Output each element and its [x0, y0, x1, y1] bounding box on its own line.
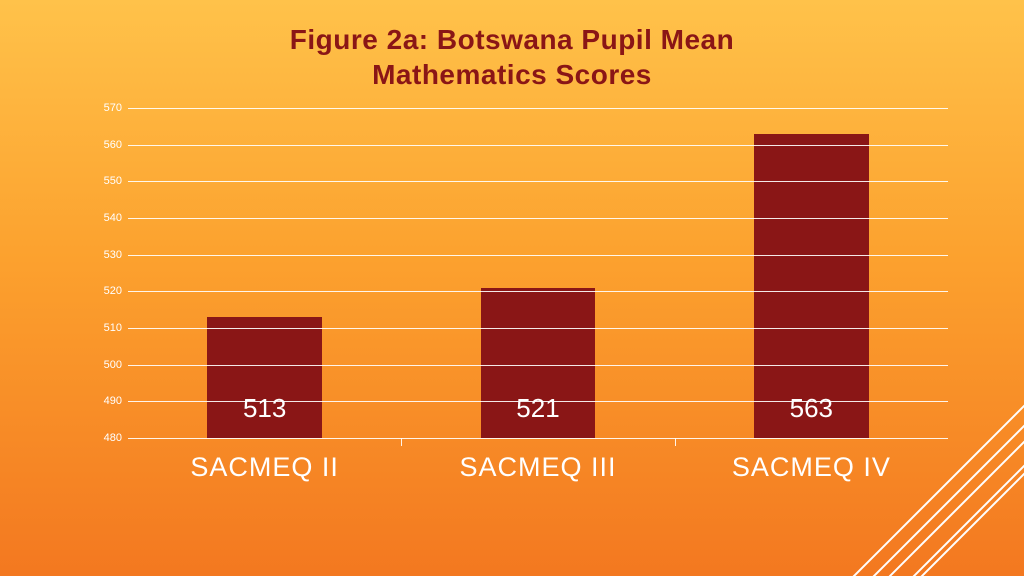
slide: Figure 2a: Botswana Pupil Mean Mathemati…: [0, 0, 1024, 576]
plot-area: 513521563 480490500510520530540550560570: [128, 108, 948, 438]
y-tick-label: 550: [104, 175, 122, 187]
y-tick-label: 570: [104, 102, 122, 114]
gridline: [128, 328, 948, 329]
title-line-2: Mathematics Scores: [372, 59, 652, 90]
chart-title: Figure 2a: Botswana Pupil Mean Mathemati…: [0, 22, 1024, 92]
category-divider: [675, 438, 676, 446]
gridline: [128, 108, 948, 109]
x-tick-label: SACMEQ III: [459, 452, 616, 483]
gridline: [128, 181, 948, 182]
y-tick-label: 520: [104, 285, 122, 297]
category-divider: [401, 438, 402, 446]
x-axis-labels: SACMEQ II SACMEQ III SACMEQ IV: [128, 452, 948, 492]
gridline: [128, 255, 948, 256]
title-line-1: Figure 2a: Botswana Pupil Mean: [290, 24, 734, 55]
x-tick-label: SACMEQ II: [190, 452, 339, 483]
bars-container: 513 521 563: [128, 108, 948, 438]
y-tick-label: 490: [104, 395, 122, 407]
y-tick-label: 530: [104, 249, 122, 261]
x-tick-label: SACMEQ IV: [732, 452, 891, 483]
bar: 513: [207, 317, 322, 438]
gridline: [128, 401, 948, 402]
y-tick-label: 510: [104, 322, 122, 334]
bar: 563: [754, 134, 869, 438]
bar-value-label: 513: [207, 393, 322, 424]
y-tick-label: 480: [104, 432, 122, 444]
gridline: [128, 291, 948, 292]
y-tick-label: 500: [104, 359, 122, 371]
bar-value-label: 521: [481, 393, 596, 424]
gridline: [128, 365, 948, 366]
y-tick-label: 560: [104, 139, 122, 151]
gridline: [128, 145, 948, 146]
gridline: [128, 438, 948, 439]
gridline: [128, 218, 948, 219]
bar: 521: [481, 288, 596, 438]
bar-value-label: 563: [754, 393, 869, 424]
y-tick-label: 540: [104, 212, 122, 224]
